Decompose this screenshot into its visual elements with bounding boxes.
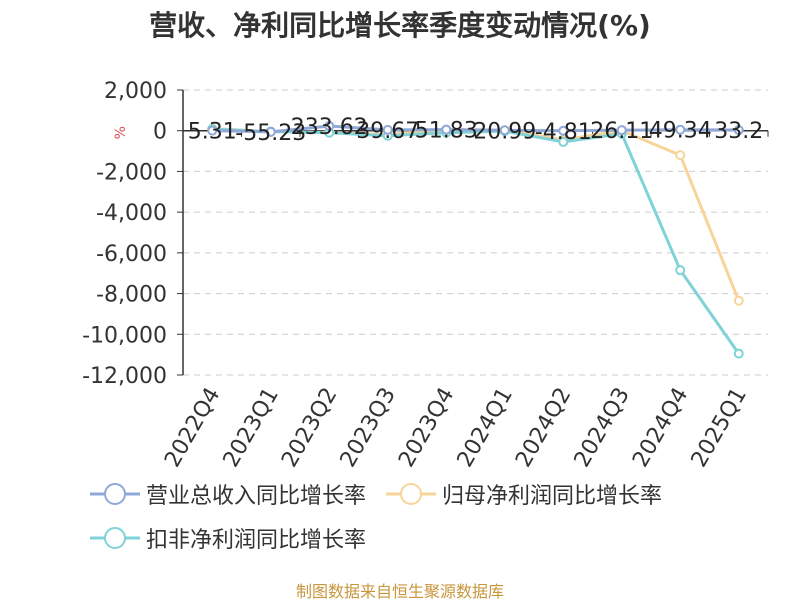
data-label: 49.34: [649, 119, 712, 144]
x-tick-label: 2023Q1: [219, 384, 284, 472]
y-tick-label: -10,000: [82, 323, 167, 348]
data-point: [675, 150, 686, 161]
data-point: [324, 120, 335, 131]
data-point: [207, 125, 218, 136]
data-point: [499, 125, 510, 136]
legend-item-net-profit[interactable]: 归母净利润同比增长率: [386, 478, 662, 510]
y-tick-label: -2,000: [96, 160, 167, 185]
data-point: [441, 124, 452, 135]
legend-label-net-profit: 归母净利润同比增长率: [442, 484, 663, 509]
x-tick-label: 2024Q4: [628, 384, 693, 472]
legend-label-revenue: 营业总收入同比增长率: [146, 484, 367, 509]
data-point: [265, 126, 276, 137]
x-tick-label: 2023Q2: [277, 384, 342, 472]
y-tick-label: -8,000: [96, 283, 167, 308]
data-label: 20.99: [473, 119, 536, 144]
data-point: [558, 125, 569, 136]
data-point: [733, 125, 744, 136]
data-point: [616, 125, 627, 136]
legend-row-2: 扣非净利润同比增长率: [90, 522, 386, 554]
y-tick-label: -6,000: [96, 242, 167, 267]
data-point: [733, 295, 744, 306]
y-tick-label: -12,000: [82, 364, 167, 389]
data-point: [733, 348, 744, 359]
legend-line-circle-icon: [386, 483, 437, 505]
chart-title: 营收、净利同比增长率季度变动情况(%): [149, 9, 651, 42]
data-point: [558, 136, 569, 147]
source-note: 制图数据来自恒生聚源数据库: [295, 582, 504, 601]
data-label: -55.23: [235, 121, 306, 146]
data-point: [675, 124, 686, 135]
legend-line-circle-icon: [90, 483, 140, 505]
y-tick-label: -4,000: [96, 201, 167, 226]
x-tick-label: 2025Q1: [687, 384, 752, 472]
y-axis-unit-label: %: [113, 126, 129, 139]
legend-line-circle-icon: [90, 527, 140, 549]
legend-item-deducted-profit[interactable]: 扣非净利润同比增长率: [90, 522, 366, 554]
series-line: [212, 127, 741, 302]
grid-lines: [183, 89, 768, 376]
legend-row-1: 营业总收入同比增长率 归母净利润同比增长率: [90, 478, 682, 510]
data-label: -4.81: [535, 120, 592, 145]
data-label: 33.2: [714, 119, 763, 144]
x-tick-label: 2024Q1: [453, 384, 518, 472]
series-line: [212, 127, 740, 355]
y-tick-label: 0: [153, 120, 167, 145]
data-point: [382, 124, 393, 135]
y-tick-label: 2,000: [104, 79, 167, 104]
x-tick-label: 2024Q2: [511, 384, 576, 472]
series-layer: [207, 120, 744, 359]
x-tick-label: 2024Q3: [570, 384, 635, 472]
legend-item-revenue[interactable]: 营业总收入同比增长率: [90, 478, 366, 510]
data-labels: 5.31-55.23233.6239.6751.8320.99-4.8126.1…: [188, 115, 763, 146]
data-label: 26.11: [590, 119, 653, 144]
x-tick-label: 2023Q4: [394, 384, 459, 472]
x-tick-label: 2022Q4: [160, 384, 225, 472]
series-line: [212, 124, 739, 134]
data-label: 39.67: [356, 119, 419, 144]
data-label: 51.83: [415, 119, 478, 144]
legend-label-deducted-profit: 扣非净利润同比增长率: [146, 528, 367, 553]
data-label: 233.62: [291, 115, 368, 140]
data-point: [675, 265, 686, 276]
data-label: 5.31: [188, 120, 237, 145]
x-tick-label: 2023Q3: [336, 384, 401, 472]
